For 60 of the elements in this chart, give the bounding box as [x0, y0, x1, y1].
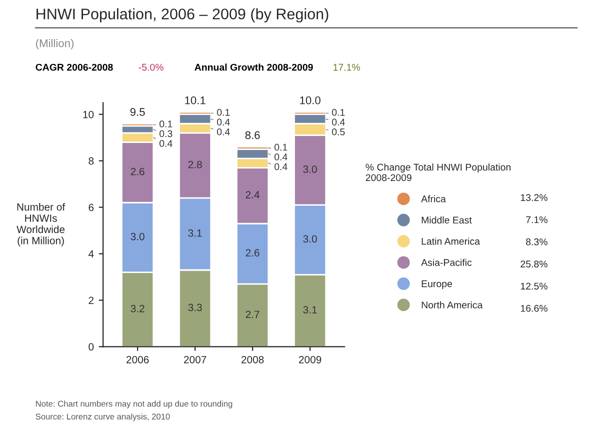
text: 17.1%: [334, 64, 360, 71]
data-label: 0.1: [160, 120, 172, 128]
text: Note: Chart numbers may not add up due to rounding: [36, 400, 232, 408]
data-label: 3.0: [130, 232, 144, 240]
text: 25.8%: [520, 260, 548, 268]
y-tick-label: 10: [83, 110, 94, 118]
data-label: 2.7: [246, 310, 260, 318]
x-tick-label: 2006: [126, 356, 149, 364]
y-tick-label: 4: [88, 250, 94, 258]
data-label: 0.1: [274, 144, 288, 151]
data-label: 0.4: [274, 163, 288, 170]
data-label: 0.4: [332, 118, 345, 126]
data-label: 0.4: [160, 140, 172, 147]
legend-label: Middle East: [422, 216, 472, 224]
text: 16.6%: [520, 304, 548, 312]
legend-label: North America: [422, 301, 483, 308]
data-label: 3.1: [303, 306, 317, 314]
data-label: 0.1: [332, 108, 345, 116]
source-note: Source: Lorenz curve analysis, 2010: [36, 413, 170, 422]
y-tick-label: 8: [88, 157, 94, 165]
data-label: 2.8: [188, 160, 202, 168]
y-tick-label: 2: [88, 296, 94, 304]
data-label: 2.4: [246, 191, 260, 198]
total-label: 8.6: [245, 131, 260, 140]
text: 7.1%: [526, 216, 548, 224]
y-axis-title: Number of HNWIs Worldwide (in Million): [16, 203, 66, 246]
text: 13.2%: [520, 194, 548, 201]
legend-label: Latin America: [422, 238, 480, 245]
legend-title: % Change Total HNWI Population 2008-2009: [366, 163, 510, 182]
data-label: 3.1: [188, 229, 202, 237]
x-tick-label: 2008: [242, 356, 264, 364]
text: CAGR 2006-2008: [36, 64, 113, 71]
total-label: 9.5: [130, 108, 145, 116]
x-tick-label: 2007: [184, 356, 206, 364]
data-label: 0.1: [217, 108, 230, 116]
total-label: 10.0: [300, 96, 320, 104]
total-label: 10.1: [185, 96, 206, 104]
legend-label: Asia-Pacific: [421, 258, 472, 266]
text: 8.3%: [526, 238, 548, 246]
data-label: 3.3: [188, 304, 202, 312]
text: Annual Growth 2008-2009: [194, 64, 313, 71]
text: -5.0%: [138, 64, 164, 71]
data-label: 2.6: [246, 249, 260, 257]
data-label: 0.4: [217, 118, 230, 126]
legend-label: Africa: [421, 195, 446, 202]
data-label: 0.5: [332, 128, 345, 136]
data-label: 0.4: [274, 154, 288, 160]
data-label: 0.3: [160, 130, 172, 138]
legend-label: Europe: [422, 280, 452, 290]
y-tick-label: 6: [88, 204, 94, 212]
x-tick-label: 2009: [299, 356, 322, 364]
data-label: 2.6: [130, 168, 144, 176]
chart-subtitle: (Million): [36, 39, 74, 50]
y-tick-label: 0: [88, 343, 94, 351]
data-label: 3.0: [303, 166, 317, 173]
data-label: 0.4: [217, 128, 230, 136]
data-label: 3.0: [303, 235, 317, 243]
data-label: 3.2: [130, 304, 144, 312]
chart-title: HNWI Population, 2006 – 2009 (by Region): [36, 8, 328, 22]
text: 12.5%: [520, 282, 548, 290]
